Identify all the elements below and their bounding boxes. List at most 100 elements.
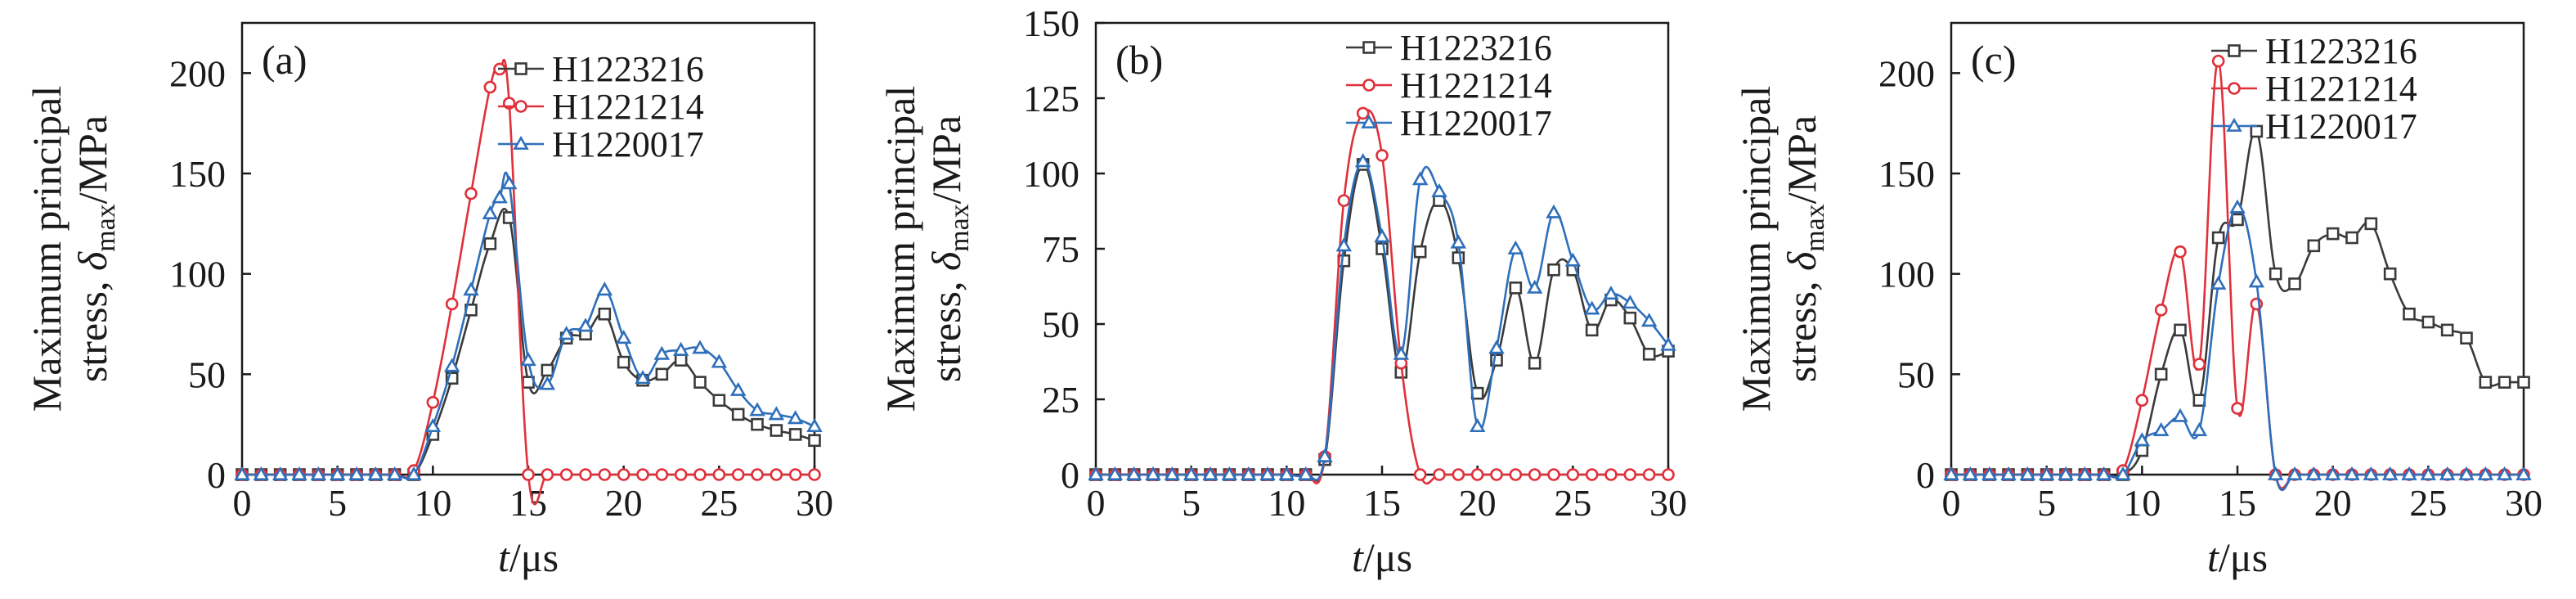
series-H1221214: [236, 58, 821, 506]
y-tick-label: 200: [1878, 52, 1935, 94]
data-point: [1662, 468, 1675, 481]
series-line: [242, 171, 815, 480]
data-point: [386, 466, 403, 480]
data-point: [1603, 286, 1619, 300]
y-tick-label: 25: [1042, 379, 1079, 421]
data-point: [808, 468, 821, 481]
data-point: [2401, 466, 2417, 480]
x-axis-unit: /μs: [1363, 534, 1412, 580]
x-tick-label: 30: [1649, 482, 1687, 524]
x-axis-symbol: t: [2207, 534, 2219, 580]
data-point: [788, 468, 802, 481]
y-tick-label: 100: [1878, 254, 1935, 295]
data-point: [2344, 466, 2360, 480]
data-point: [655, 468, 669, 481]
legend-marker: [514, 62, 527, 75]
y-axis-subscript: max: [91, 204, 121, 252]
legend-entry: H1220017: [1346, 103, 1552, 143]
y-tick-label: 50: [1042, 304, 1079, 345]
series-H1221214: [1089, 106, 1675, 485]
series-line: [242, 58, 815, 506]
series-H1223216: [1945, 124, 2530, 481]
x-tick-label: 25: [2409, 482, 2447, 524]
legend-entry: H1223216: [1346, 28, 1552, 68]
data-point: [463, 281, 479, 296]
data-point: [1981, 466, 1998, 480]
legend-label: H1221214: [552, 87, 704, 127]
data-point: [1470, 468, 1484, 481]
data-point: [2345, 231, 2358, 245]
data-point: [806, 417, 823, 433]
data-point: [2229, 199, 2246, 214]
data-point: [559, 468, 573, 481]
y-axis-title-line2: stress, δmax/MPa: [70, 115, 121, 382]
data-point: [1106, 466, 1124, 480]
data-point: [1623, 468, 1637, 481]
data-point: [443, 358, 460, 372]
legend-label: H1220017: [1400, 103, 1552, 143]
y-tick-label: 200: [169, 52, 226, 94]
x-axis-title: t/μs: [1352, 534, 1412, 580]
data-point: [729, 381, 747, 396]
data-point: [445, 297, 459, 311]
data-point: [1547, 468, 1560, 481]
series-H1221214: [1945, 54, 2530, 489]
series-line: [1096, 160, 1670, 481]
x-tick-label: 25: [700, 482, 738, 524]
data-point: [1490, 468, 1503, 481]
data-point: [2250, 124, 2264, 138]
data-point: [2267, 466, 2284, 480]
data-point: [1354, 153, 1371, 168]
series-H1220017: [1088, 153, 1676, 481]
x-tick-label: 20: [605, 482, 643, 524]
data-point: [693, 376, 707, 389]
data-point: [2269, 267, 2282, 281]
data-point: [2458, 466, 2475, 480]
data-point: [2326, 227, 2340, 241]
data-point: [348, 466, 365, 480]
legend-marker: [513, 135, 529, 150]
y-axis-unit: /MPa: [70, 115, 115, 204]
data-point: [558, 326, 575, 340]
data-point: [2058, 466, 2074, 480]
y-axis-symbol: δ: [923, 251, 969, 271]
data-point: [1640, 313, 1658, 327]
series-line: [1951, 129, 2524, 478]
data-point: [1604, 468, 1618, 481]
x-tick-label: 10: [1268, 482, 1305, 524]
y-axis-unit: /MPa: [923, 115, 969, 204]
data-point: [2211, 231, 2225, 245]
x-axis-symbol: t: [498, 534, 510, 580]
data-point: [1433, 468, 1446, 481]
data-point: [2497, 376, 2511, 389]
data-point: [787, 410, 804, 425]
data-point: [1335, 237, 1353, 252]
data-point: [1642, 347, 1656, 361]
series-H1220017: [1943, 199, 2532, 491]
y-tick-label: 50: [188, 354, 226, 395]
y-tick-label: 50: [1897, 354, 1935, 395]
data-point: [712, 394, 726, 408]
y-tick-label: 150: [169, 153, 226, 195]
data-point: [2324, 466, 2341, 480]
x-tick-label: 10: [2123, 482, 2161, 524]
data-point: [482, 205, 499, 219]
x-tick-label: 10: [414, 482, 451, 524]
data-point: [2496, 466, 2513, 480]
panel-b: 0 5 10 15 20 25 30 0 25 50 75 100 125 150 t/μs Maximum …: [877, 2, 1687, 580]
data-point: [2307, 239, 2321, 253]
data-point: [1566, 468, 1580, 481]
data-point: [2154, 367, 2168, 381]
data-point: [2248, 273, 2265, 288]
data-point: [2420, 466, 2437, 480]
data-point: [2381, 466, 2399, 480]
data-point: [1413, 468, 1427, 481]
legend-label: H1220017: [552, 124, 704, 164]
x-tick-label: 15: [2219, 482, 2256, 524]
data-point: [1356, 106, 1370, 120]
data-point: [426, 395, 440, 409]
legend-entry: H1221214: [1346, 65, 1552, 106]
data-point: [2363, 466, 2380, 480]
